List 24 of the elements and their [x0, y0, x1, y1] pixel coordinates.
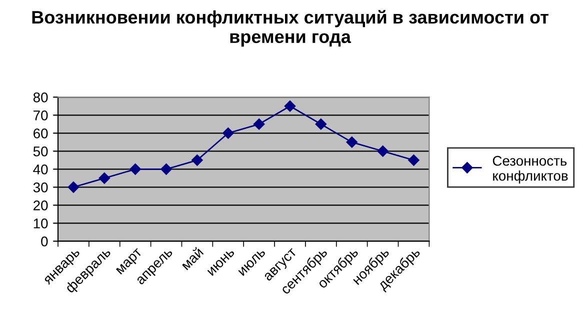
y-tick-label: 30	[33, 182, 48, 192]
point	[284, 100, 296, 112]
y-tick-label: 60	[34, 128, 48, 138]
y-tick-label: 10	[34, 218, 48, 228]
y-tick-label: 80	[33, 92, 48, 102]
point	[192, 154, 203, 166]
point	[253, 118, 265, 130]
point	[160, 164, 172, 175]
y-tick-label: 70	[34, 110, 48, 120]
legend-label: Сезонность конфликтов	[492, 156, 568, 184]
chart-title: Возникновении конфликтных ситуаций в зависимости от времени года	[32, 10, 548, 47]
point	[98, 172, 110, 184]
point	[130, 164, 141, 175]
point	[408, 154, 420, 166]
y-tick-label: 40	[33, 164, 48, 174]
point	[315, 118, 327, 130]
point	[222, 128, 234, 139]
y-tick-label: 50	[33, 146, 48, 156]
y-tick-label: 20	[34, 200, 48, 210]
point	[68, 182, 80, 193]
point	[346, 136, 358, 148]
point	[377, 146, 388, 157]
x-tick-label: май	[180, 246, 204, 270]
y-tick-label: 0	[41, 236, 48, 246]
